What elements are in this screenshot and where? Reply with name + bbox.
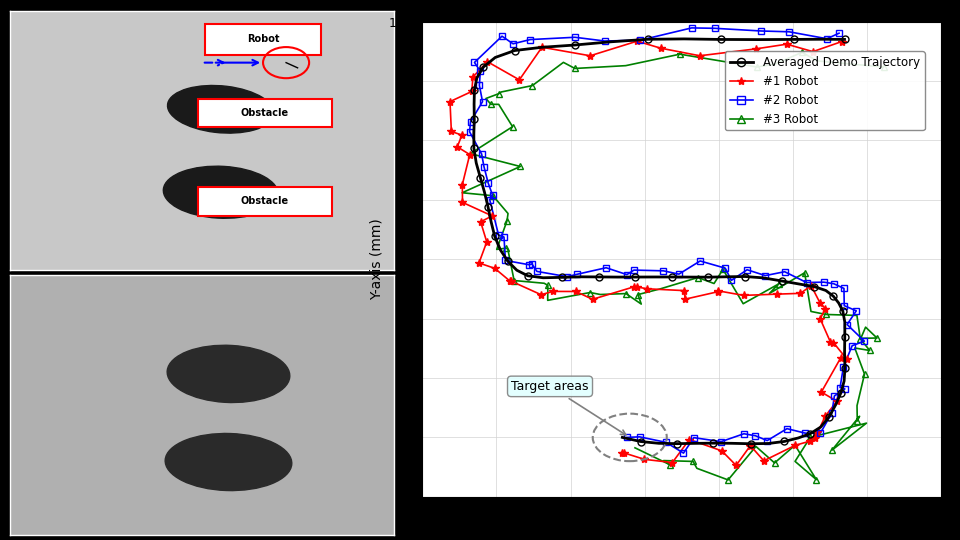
X-axis label: X-axis (mm): X-axis (mm)	[639, 525, 724, 539]
Ellipse shape	[163, 166, 278, 218]
Text: Obstacle: Obstacle	[241, 197, 289, 206]
FancyBboxPatch shape	[198, 99, 332, 127]
Text: Target areas: Target areas	[512, 380, 626, 435]
Legend: Averaged Demo Trajectory, #1 Robot, #2 Robot, #3 Robot: Averaged Demo Trajectory, #1 Robot, #2 R…	[725, 51, 924, 131]
FancyBboxPatch shape	[205, 24, 321, 55]
Y-axis label: Y-axis (mm): Y-axis (mm)	[370, 218, 383, 300]
Text: Robot: Robot	[247, 35, 279, 44]
Ellipse shape	[167, 85, 275, 133]
Ellipse shape	[167, 345, 290, 402]
FancyBboxPatch shape	[198, 187, 332, 215]
Text: Obstacle: Obstacle	[241, 108, 289, 118]
Ellipse shape	[165, 434, 292, 490]
